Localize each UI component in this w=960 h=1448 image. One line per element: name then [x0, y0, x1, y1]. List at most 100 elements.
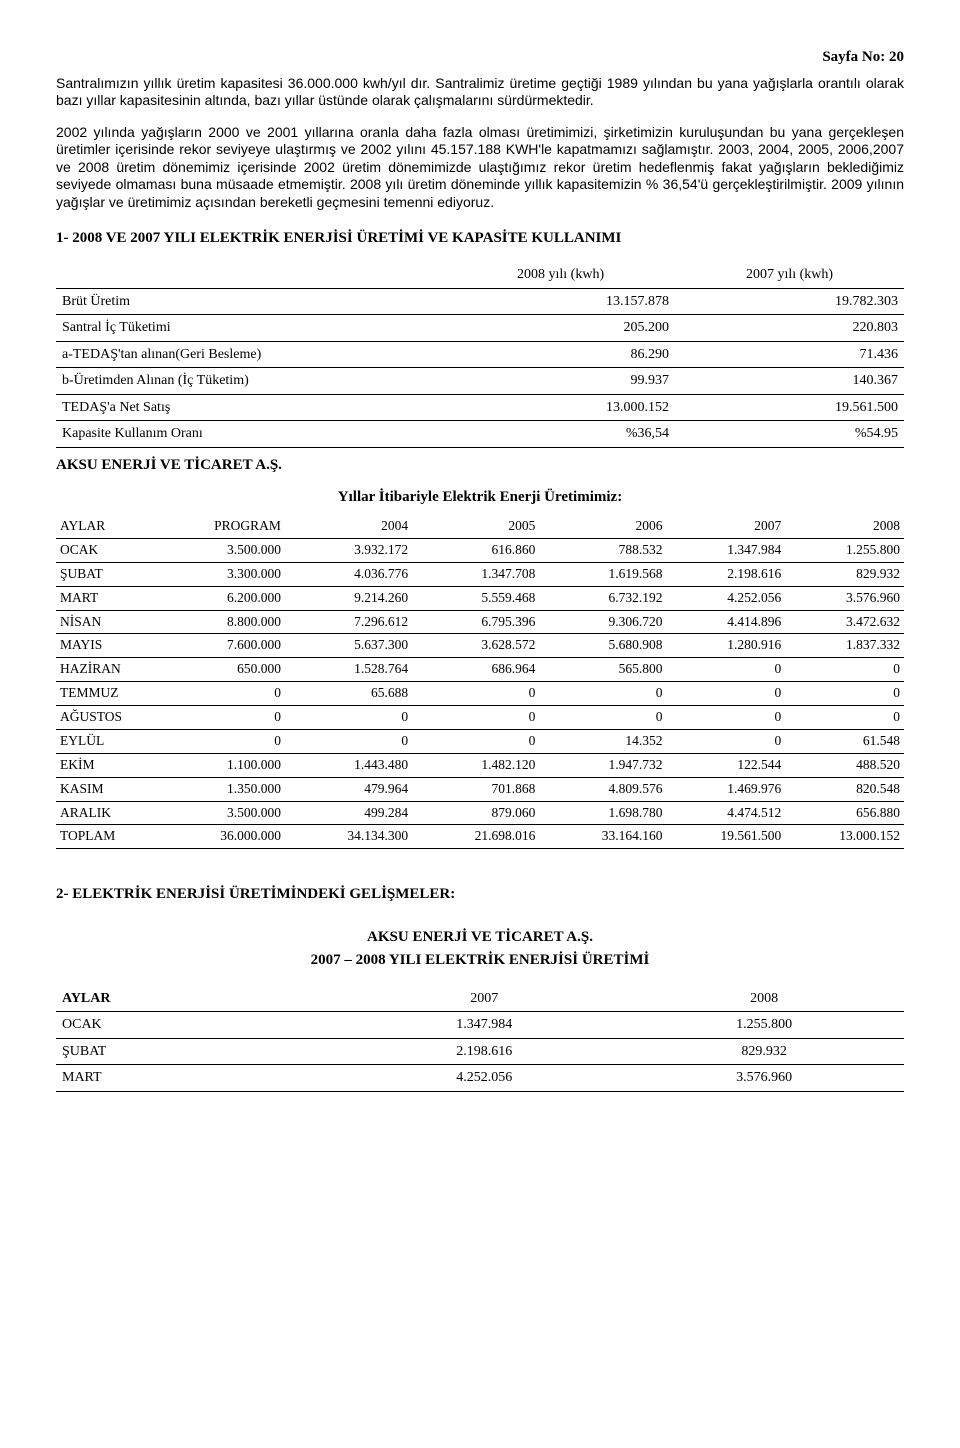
center-company: AKSU ENERJİ VE TİCARET A.Ş. — [56, 928, 904, 947]
table2-col-header: 2004 — [285, 515, 412, 538]
row-value: 1.255.800 — [624, 1012, 904, 1039]
row-value: 788.532 — [539, 538, 666, 562]
table-row: MART6.200.0009.214.2605.559.4686.732.192… — [56, 586, 904, 610]
row-value: 616.860 — [412, 538, 539, 562]
row-label: Santral İç Tüketimi — [56, 315, 446, 342]
row-value: 499.284 — [285, 801, 412, 825]
row-value: 1.837.332 — [785, 634, 904, 658]
row-value: 6.732.192 — [539, 586, 666, 610]
row-label: EKİM — [56, 753, 166, 777]
row-value: 1.619.568 — [539, 562, 666, 586]
row-value: 701.868 — [412, 777, 539, 801]
row-value: 8.800.000 — [166, 610, 285, 634]
row-value: 1.528.764 — [285, 658, 412, 682]
row-value: 1.698.780 — [539, 801, 666, 825]
table-row: OCAK1.347.9841.255.800 — [56, 1012, 904, 1039]
company-name: AKSU ENERJİ VE TİCARET A.Ş. — [56, 456, 904, 475]
row-value: 879.060 — [412, 801, 539, 825]
row-value: 0 — [412, 729, 539, 753]
table-row: ŞUBAT2.198.616829.932 — [56, 1038, 904, 1065]
table3-col-header: 2008 — [624, 986, 904, 1012]
row-value: 0 — [785, 658, 904, 682]
row-value: 3.472.632 — [785, 610, 904, 634]
row-label: ŞUBAT — [56, 562, 166, 586]
row-value: 5.559.468 — [412, 586, 539, 610]
table-row: MAYIS7.600.0005.637.3003.628.5725.680.90… — [56, 634, 904, 658]
row-value: 0 — [412, 682, 539, 706]
row-value: 686.964 — [412, 658, 539, 682]
row-value-2007: 19.561.500 — [675, 394, 904, 421]
table-row: NİSAN8.800.0007.296.6126.795.3969.306.72… — [56, 610, 904, 634]
row-label: EYLÜL — [56, 729, 166, 753]
table-row: TOPLAM36.000.00034.134.30021.698.01633.1… — [56, 825, 904, 849]
row-value-2008: 205.200 — [446, 315, 675, 342]
table-capacity-usage: 2008 yılı (kwh) 2007 yılı (kwh) Brüt Üre… — [56, 262, 904, 448]
table-row: EKİM1.100.0001.443.4801.482.1201.947.732… — [56, 753, 904, 777]
row-value: 3.576.960 — [785, 586, 904, 610]
row-value: 61.548 — [785, 729, 904, 753]
row-value: 3.628.572 — [412, 634, 539, 658]
row-value: 4.474.512 — [667, 801, 786, 825]
row-label: MAYIS — [56, 634, 166, 658]
table-row: a-TEDAŞ'tan alınan(Geri Besleme)86.29071… — [56, 341, 904, 368]
row-value: 4.252.056 — [667, 586, 786, 610]
row-value: 1.350.000 — [166, 777, 285, 801]
table1-col3-header: 2007 yılı (kwh) — [675, 262, 904, 288]
row-label: KASIM — [56, 777, 166, 801]
row-label: HAZİRAN — [56, 658, 166, 682]
row-value: 36.000.000 — [166, 825, 285, 849]
row-value: 6.795.396 — [412, 610, 539, 634]
row-value-2007: 19.782.303 — [675, 288, 904, 315]
row-value: 656.880 — [785, 801, 904, 825]
row-value: 3.932.172 — [285, 538, 412, 562]
table1-col1-header — [56, 262, 446, 288]
table1-col2-header: 2008 yılı (kwh) — [446, 262, 675, 288]
subheading-yearly-production: Yıllar İtibariyle Elektrik Enerji Üretim… — [56, 488, 904, 507]
row-value: 1.280.916 — [667, 634, 786, 658]
row-value: 4.252.056 — [344, 1065, 624, 1092]
table2-col-header: AYLAR — [56, 515, 166, 538]
row-value: 0 — [667, 658, 786, 682]
row-value: 14.352 — [539, 729, 666, 753]
section-heading-2: 2- ELEKTRİK ENERJİSİ ÜRETİMİNDEKİ GELİŞM… — [56, 885, 904, 904]
table-row: Kapasite Kullanım Oranı%36,54%54.95 — [56, 421, 904, 448]
table-row: b-Üretimden Alınan (İç Tüketim)99.937140… — [56, 368, 904, 395]
row-value: 34.134.300 — [285, 825, 412, 849]
center-subtitle: 2007 – 2008 YILI ELEKTRİK ENERJİSİ ÜRETİ… — [56, 951, 904, 970]
table-row: Brüt Üretim13.157.87819.782.303 — [56, 288, 904, 315]
row-value: 0 — [166, 706, 285, 730]
row-value: 0 — [285, 729, 412, 753]
table-row: OCAK3.500.0003.932.172616.860788.5321.34… — [56, 538, 904, 562]
row-value: 0 — [785, 706, 904, 730]
row-label: AĞUSTOS — [56, 706, 166, 730]
section-heading-1: 1- 2008 VE 2007 YILI ELEKTRİK ENERJİSİ Ü… — [56, 229, 904, 248]
row-value-2008: 86.290 — [446, 341, 675, 368]
row-label: MART — [56, 586, 166, 610]
row-label: TOPLAM — [56, 825, 166, 849]
row-value-2007: %54.95 — [675, 421, 904, 448]
table-row: TEMMUZ065.6880000 — [56, 682, 904, 706]
row-value: 21.698.016 — [412, 825, 539, 849]
row-value: 4.414.896 — [667, 610, 786, 634]
table-row: EYLÜL00014.352061.548 — [56, 729, 904, 753]
table-row: KASIM1.350.000479.964701.8684.809.5761.4… — [56, 777, 904, 801]
row-value-2007: 220.803 — [675, 315, 904, 342]
table-row: MART4.252.0563.576.960 — [56, 1065, 904, 1092]
table-2007-2008: AYLAR20072008 OCAK1.347.9841.255.800ŞUBA… — [56, 986, 904, 1092]
paragraph-2: 2002 yılında yağışların 2000 ve 2001 yıl… — [56, 124, 904, 212]
row-label: OCAK — [56, 538, 166, 562]
row-value: 0 — [166, 729, 285, 753]
row-value: 0 — [667, 682, 786, 706]
row-label: a-TEDAŞ'tan alınan(Geri Besleme) — [56, 341, 446, 368]
row-value: 3.576.960 — [624, 1065, 904, 1092]
row-value-2008: %36,54 — [446, 421, 675, 448]
row-value: 0 — [667, 729, 786, 753]
row-label: NİSAN — [56, 610, 166, 634]
row-value-2007: 140.367 — [675, 368, 904, 395]
row-value: 829.932 — [785, 562, 904, 586]
row-value: 2.198.616 — [667, 562, 786, 586]
table2-col-header: PROGRAM — [166, 515, 285, 538]
row-value: 5.680.908 — [539, 634, 666, 658]
table2-col-header: 2007 — [667, 515, 786, 538]
row-value: 9.214.260 — [285, 586, 412, 610]
